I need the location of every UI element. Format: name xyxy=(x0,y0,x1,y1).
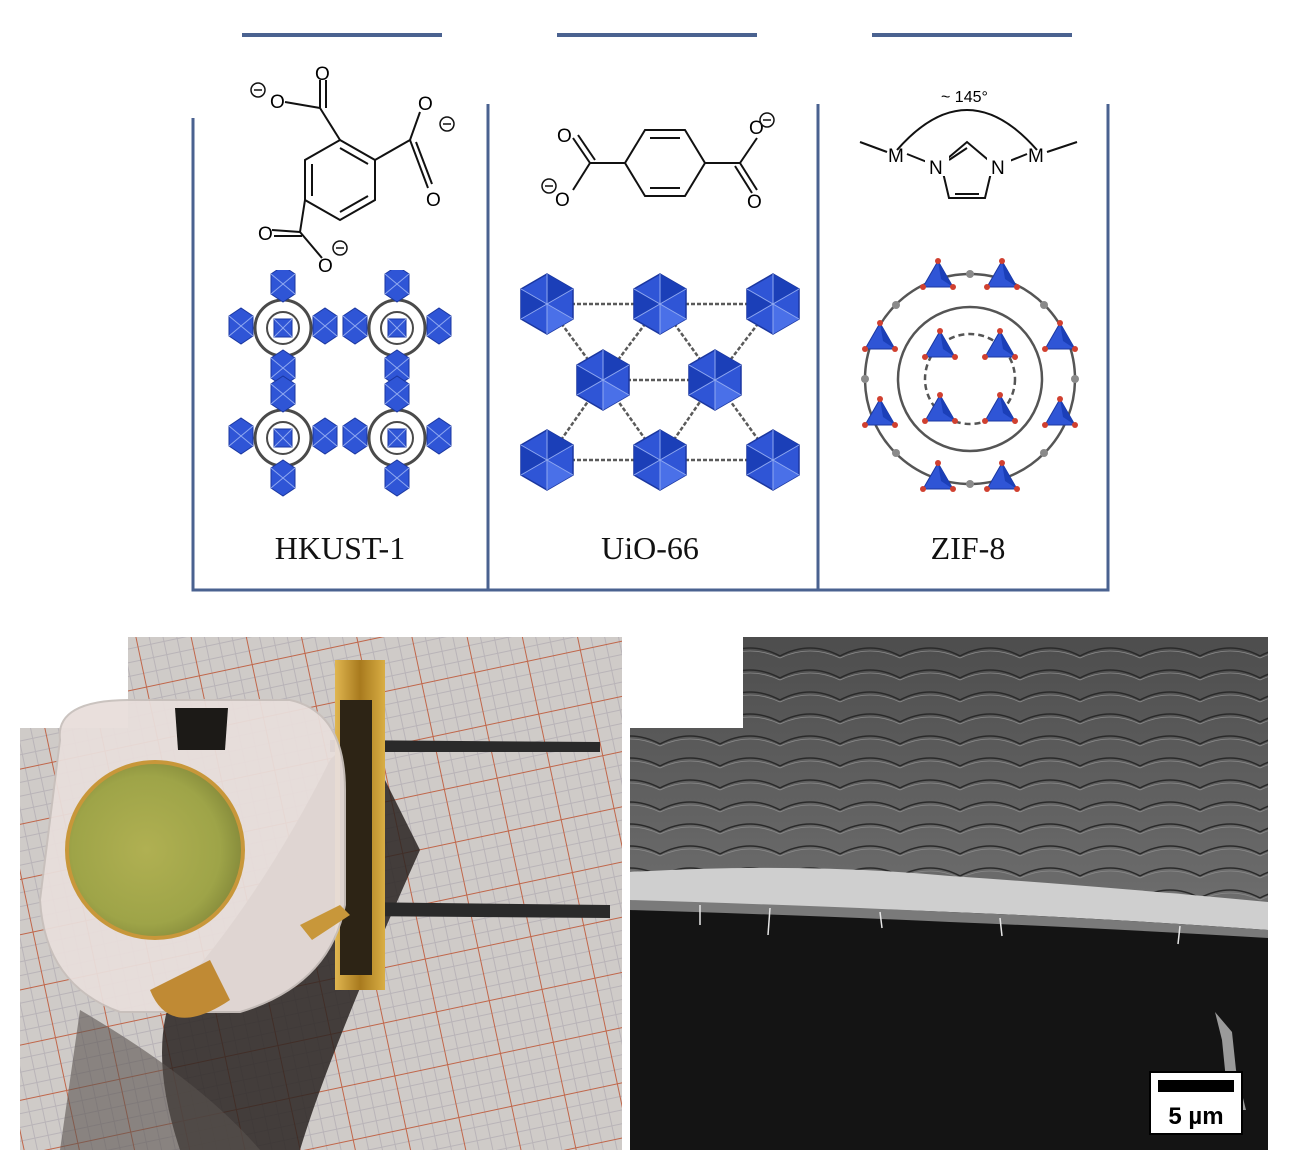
angle-label: ~ 145° xyxy=(941,89,988,106)
bdc-linker-structure: O O O O xyxy=(541,112,775,213)
bdc-o-2: O xyxy=(555,190,570,211)
zif8-framework xyxy=(861,257,1079,493)
zif-metal-1: M xyxy=(888,146,904,167)
zif-n-2: N xyxy=(991,158,1005,179)
zif-n-1: N xyxy=(929,158,943,179)
top-accent-line-3 xyxy=(872,33,1072,37)
btc-o-2: O xyxy=(270,92,285,113)
top-accent-line-2 xyxy=(557,33,757,37)
bdc-o-1: O xyxy=(557,126,572,147)
top-accent-line-1 xyxy=(242,33,442,37)
qcm-sensor-photo xyxy=(20,637,622,1150)
panel-label-uio66: UiO-66 xyxy=(601,530,699,566)
scale-bar-label: 5 µm xyxy=(1168,1103,1223,1130)
btc-linker-structure: O O O O O O xyxy=(250,64,455,275)
btc-o-1: O xyxy=(315,64,330,85)
imidazolate-linker-structure: ~ 145° M N N M xyxy=(859,89,1078,199)
btc-o-6: O xyxy=(318,256,333,275)
panel-label-hkust1: HKUST-1 xyxy=(274,530,406,566)
panel-label-zif8: ZIF-8 xyxy=(930,530,1006,566)
bdc-o-4: O xyxy=(747,192,762,213)
zif-metal-2: M xyxy=(1028,146,1044,167)
btc-o-4: O xyxy=(426,190,441,211)
btc-o-5: O xyxy=(258,224,273,245)
uio66-framework xyxy=(520,273,800,491)
panel-frame xyxy=(191,104,1110,592)
btc-o-3: O xyxy=(418,94,433,115)
